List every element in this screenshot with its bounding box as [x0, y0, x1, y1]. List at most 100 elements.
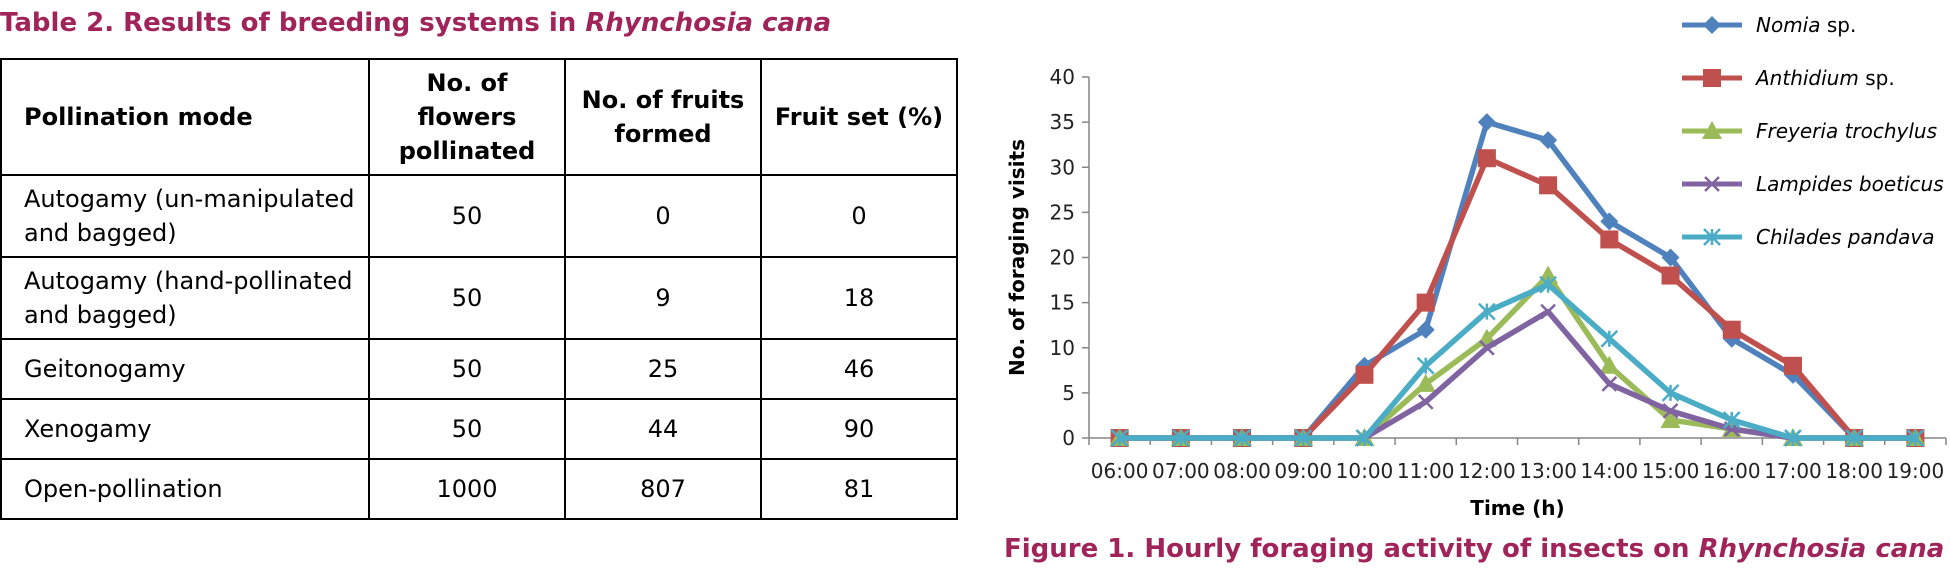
legend-label-nomia-sp: Nomia sp.	[1756, 13, 1856, 37]
cell-pollination-mode: Autogamy (un-manipulated and bagged)	[0, 174, 370, 258]
data-point-nomia-sp	[1600, 212, 1619, 231]
cell-fruit-set: 0	[760, 174, 958, 258]
data-point-freyeria-trochylus	[1599, 355, 1620, 374]
table-caption-species: Rhynchosia cana	[585, 8, 832, 38]
data-point-chilades-pandava	[1845, 429, 1864, 447]
table-caption-prefix: Table 2. Results of breeding systems in	[0, 8, 586, 38]
data-point-anthidium-sp	[1539, 176, 1558, 195]
legend-marker-chilades-pandava	[1703, 228, 1721, 246]
y-axis-title: No. of foraging visits	[1005, 139, 1029, 376]
data-point-chilades-pandava	[1722, 411, 1741, 429]
table-row: Xenogamy 50 44 90	[0, 398, 958, 460]
y-tick-label: 0	[1062, 426, 1075, 450]
y-tick-label: 35	[1050, 110, 1075, 134]
y-tick-label: 40	[1050, 65, 1075, 89]
cell-flowers-pollinated: 50	[368, 398, 566, 460]
y-tick-label: 25	[1050, 200, 1075, 224]
x-tick-label: 14:00	[1581, 459, 1639, 483]
cell-pollination-mode: Open-pollination	[0, 458, 370, 520]
table-caption: Table 2. Results of breeding systems in …	[0, 8, 831, 38]
cell-fruits-formed: 807	[564, 458, 762, 520]
cell-fruits-formed: 9	[564, 256, 762, 340]
y-tick-label: 30	[1050, 155, 1075, 179]
x-tick-label: 06:00	[1091, 459, 1149, 483]
header-fruit-set: Fruit set (%)	[760, 58, 958, 176]
data-point-anthidium-sp	[1477, 149, 1496, 168]
legend-label-anthidium-sp: Anthidium sp.	[1754, 66, 1895, 90]
table-row: Geitonogamy 50 25 46	[0, 338, 958, 400]
figure-caption-prefix: Figure 1. Hourly foraging activity of in…	[1004, 534, 1699, 564]
x-tick-label: 16:00	[1703, 459, 1761, 483]
table-row: Autogamy (un-manipulated and bagged) 50 …	[0, 174, 958, 258]
y-tick-label: 20	[1050, 246, 1075, 270]
figure-caption: Figure 1. Hourly foraging activity of in…	[1004, 534, 1944, 564]
header-fruits-formed: No. of fruits formed	[564, 58, 762, 176]
data-point-anthidium-sp	[1416, 293, 1435, 312]
data-point-lampides-boeticus	[1540, 303, 1556, 320]
header-pollination-mode: Pollination mode	[0, 58, 370, 176]
data-point-lampides-boeticus	[1479, 339, 1495, 356]
y-tick-label: 15	[1050, 291, 1075, 315]
data-point-chilades-pandava	[1171, 429, 1190, 447]
cell-flowers-pollinated: 50	[368, 256, 566, 340]
x-tick-label: 15:00	[1642, 459, 1700, 483]
table-header-row: Pollination mode No. of flowers pollinat…	[0, 58, 958, 176]
data-point-nomia-sp	[1661, 248, 1680, 267]
legend-marker-anthidium-sp	[1703, 69, 1721, 87]
legend-label-freyeria-trochylus: Freyeria trochylus	[1756, 119, 1937, 143]
x-tick-label: 11:00	[1397, 459, 1455, 483]
table-row: Open-pollination 1000 807 81	[0, 458, 958, 520]
legend-label-lampides-boeticus: Lampides boeticus	[1756, 172, 1944, 196]
data-point-freyeria-trochylus	[1415, 373, 1436, 392]
data-point-chilades-pandava	[1294, 429, 1313, 447]
data-point-chilades-pandava	[1539, 275, 1557, 294]
data-point-anthidium-sp	[1783, 356, 1802, 375]
data-point-chilades-pandava	[1233, 429, 1251, 447]
cell-pollination-mode: Autogamy (hand-pollinated and bagged)	[0, 256, 370, 340]
cell-fruits-formed: 44	[564, 398, 762, 460]
x-tick-label: 19:00	[1887, 459, 1945, 483]
data-point-nomia-sp	[1416, 320, 1435, 339]
data-point-anthidium-sp	[1355, 365, 1374, 384]
data-point-nomia-sp	[1477, 113, 1496, 132]
cell-fruits-formed: 25	[564, 338, 762, 400]
legend-marker-freyeria-trochylus	[1702, 121, 1722, 139]
x-tick-label: 12:00	[1458, 459, 1516, 483]
cell-fruits-formed: 0	[564, 174, 762, 258]
y-tick-label: 5	[1062, 381, 1075, 405]
x-axis-title: Time (h)	[1470, 496, 1564, 520]
cell-pollination-mode: Geitonogamy	[0, 338, 370, 400]
data-point-chilades-pandava	[1661, 383, 1680, 402]
cell-flowers-pollinated: 50	[368, 338, 566, 400]
cell-fruit-set: 46	[760, 338, 958, 400]
x-tick-label: 18:00	[1825, 459, 1883, 483]
data-point-chilades-pandava	[1355, 429, 1374, 447]
legend-marker-nomia-sp	[1703, 16, 1721, 34]
data-point-anthidium-sp	[1661, 266, 1680, 285]
data-point-anthidium-sp	[1600, 230, 1619, 249]
figure-caption-species: Rhynchosia cana	[1698, 534, 1945, 564]
x-tick-label: 07:00	[1152, 459, 1210, 483]
data-point-chilades-pandava	[1906, 429, 1925, 447]
cell-pollination-mode: Xenogamy	[0, 398, 370, 460]
series-line-chilades-pandava	[1116, 281, 1919, 441]
x-tick-label: 10:00	[1336, 459, 1394, 483]
breeding-systems-table: Pollination mode No. of flowers pollinat…	[0, 58, 958, 520]
data-point-lampides-boeticus	[1601, 375, 1618, 392]
data-point-chilades-pandava	[1110, 429, 1129, 447]
data-point-freyeria-trochylus	[1660, 409, 1681, 428]
cell-fruit-set: 81	[760, 458, 958, 520]
data-point-chilades-pandava	[1416, 356, 1435, 375]
cell-fruit-set: 90	[760, 398, 958, 460]
cell-flowers-pollinated: 50	[368, 174, 566, 258]
x-tick-label: 17:00	[1764, 459, 1822, 483]
data-point-lampides-boeticus	[1662, 403, 1679, 419]
data-point-chilades-pandava	[1600, 329, 1619, 348]
data-point-chilades-pandava	[1478, 302, 1496, 321]
x-tick-label: 08:00	[1213, 459, 1271, 483]
data-point-chilades-pandava	[1784, 429, 1802, 447]
cell-fruit-set: 18	[760, 256, 958, 340]
legend-label-chilades-pandava: Chilades pandava	[1756, 225, 1934, 249]
x-tick-label: 13:00	[1519, 459, 1577, 483]
